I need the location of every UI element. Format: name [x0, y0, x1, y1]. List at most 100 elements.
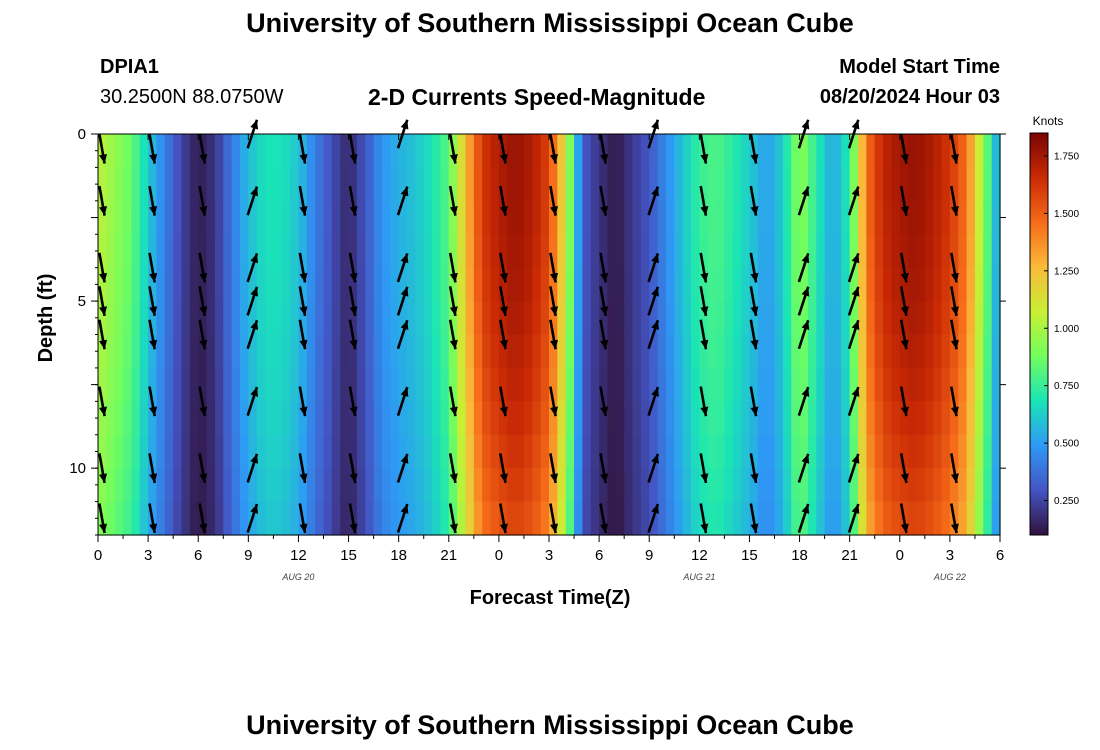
heatmap-cell: [214, 267, 224, 302]
heatmap-cell: [832, 301, 842, 336]
heatmap-cell: [181, 134, 191, 169]
heatmap-cell: [306, 301, 316, 336]
station-id: DPIA1: [100, 56, 159, 78]
heatmap-cell: [807, 501, 817, 536]
heatmap-cell: [407, 434, 416, 469]
heatmap-cell: [640, 501, 650, 536]
heatmap-cell: [799, 167, 809, 202]
heatmap-cell: [640, 468, 650, 503]
model-start-label: Model Start Time: [839, 56, 1000, 78]
heatmap-cell: [674, 367, 684, 402]
heatmap-cell: [465, 468, 475, 503]
heatmap-cell: [582, 334, 592, 369]
heatmap-cell: [766, 401, 776, 436]
heatmap-cell: [991, 200, 1001, 235]
heatmap-cell: [933, 167, 943, 202]
heatmap-cell: [966, 334, 976, 369]
heatmap-cell: [373, 167, 383, 202]
heatmap-cell: [782, 200, 792, 235]
current-vector-arrow: [599, 453, 609, 484]
heatmap-cell: [381, 301, 391, 336]
heatmap-cell: [649, 301, 659, 336]
vector-head: [801, 186, 810, 197]
x-tick-labels: 0 3 6 9 12 15 18 21 0 3 6 9 12 15 18 21 0 3 6: [94, 547, 1004, 564]
heatmap-cell: [173, 234, 183, 269]
vector-head: [99, 473, 108, 483]
heatmap-cell: [933, 434, 943, 469]
heatmap-cell: [716, 134, 725, 169]
heatmap-cell: [991, 167, 1001, 202]
heatmap-cell: [356, 167, 366, 202]
heatmap-cell: [866, 301, 876, 336]
heatmap-cell: [214, 234, 224, 269]
current-vector-arrow: [899, 503, 909, 534]
heatmap-cell: [966, 468, 976, 503]
heatmap-cell: [139, 401, 149, 436]
heatmap-cell: [549, 301, 558, 336]
heatmap-cell: [949, 301, 959, 336]
vector-head: [900, 153, 909, 164]
heatmap-cell: [791, 301, 801, 336]
heatmap-cell: [565, 167, 575, 202]
heatmap-cell: [891, 501, 901, 536]
heatmap-cell: [123, 134, 133, 169]
heatmap-cell: [983, 267, 993, 302]
heatmap-cell: [757, 200, 767, 235]
heatmap-cell: [231, 167, 241, 202]
heatmap-cell: [281, 267, 291, 302]
current-vector-arrow: [396, 319, 409, 350]
current-vector-arrow: [647, 386, 660, 417]
heatmap-cell: [941, 267, 951, 302]
heatmap-cell: [540, 301, 550, 336]
current-vector-arrow: [246, 453, 259, 483]
heatmap-cell: [331, 301, 341, 336]
heatmap-cell: [832, 167, 842, 202]
heatmap-cell: [298, 401, 308, 436]
vector-head: [750, 272, 759, 283]
current-vector-arrow: [749, 185, 759, 216]
heatmap-cell: [415, 167, 425, 202]
heatmap-cell: [248, 434, 258, 469]
heatmap-cell: [824, 267, 834, 302]
heatmap-cell: [983, 134, 993, 169]
heatmap-cell: [348, 167, 358, 202]
heatmap-cell: [273, 434, 283, 469]
vector-head: [950, 406, 959, 417]
heatmap-cell: [407, 234, 416, 269]
heatmap-cell: [423, 334, 433, 369]
heatmap-cell: [958, 200, 968, 235]
heatmap-cell: [741, 234, 751, 269]
heatmap-cell: [348, 434, 358, 469]
colorbar-tick-label: 1.250: [1054, 266, 1079, 277]
heatmap-cell: [557, 501, 567, 536]
current-vector-arrow: [847, 503, 860, 533]
heatmap-cell: [891, 301, 901, 336]
heatmap-cell: [849, 367, 859, 402]
current-vector-arrow: [98, 453, 108, 484]
heatmap-cell: [498, 468, 508, 503]
heatmap-cell: [682, 334, 692, 369]
heatmap-cell: [373, 134, 383, 169]
heatmap-cell: [223, 167, 233, 202]
x-tick-label: 18: [791, 547, 808, 564]
heatmap-cell: [106, 401, 116, 436]
heatmap-cell: [156, 234, 166, 269]
vector-head: [99, 339, 108, 350]
heatmap-cell: [557, 167, 567, 202]
heatmap-cell: [832, 267, 842, 302]
heatmap-cell: [98, 334, 107, 369]
heatmap-cell: [991, 134, 1001, 169]
heatmap-cell: [816, 167, 826, 202]
heatmap-cell: [766, 134, 776, 169]
heatmap-cell: [131, 501, 141, 536]
heatmap-cell: [858, 301, 867, 336]
heatmap-cell: [457, 468, 467, 503]
heatmap-cell: [891, 334, 901, 369]
heatmap-cell: [599, 334, 609, 369]
heatmap-cell: [490, 434, 500, 469]
current-vector-arrow: [797, 286, 810, 316]
heatmap-cell: [549, 267, 558, 302]
heatmap-cell: [98, 167, 107, 202]
heatmap-cell: [498, 167, 508, 202]
heatmap-cell: [265, 501, 274, 536]
